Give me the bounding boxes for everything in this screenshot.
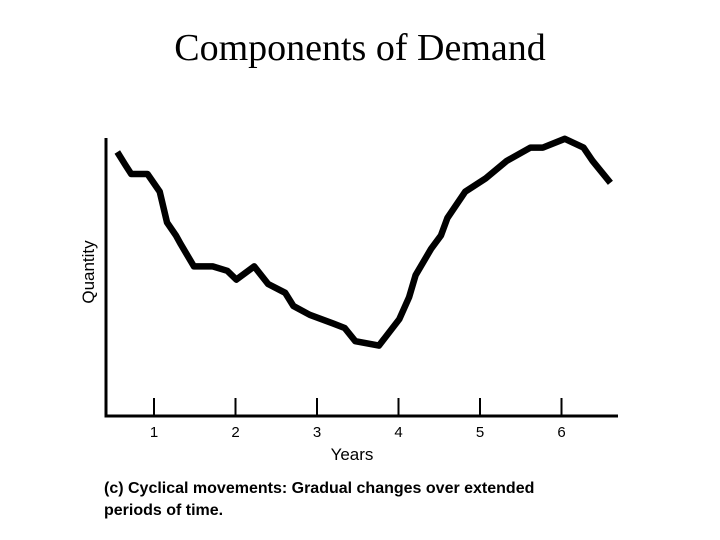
x-tick-label: 6 (557, 424, 565, 441)
x-tick-label: 5 (476, 424, 484, 441)
x-tick-label: 4 (394, 424, 402, 441)
y-axis-label: Quantity (79, 240, 98, 304)
chart-caption: (c) Cyclical movements: Gradual changes … (104, 480, 535, 519)
chart-axes (104, 138, 618, 418)
x-tick-label: 1 (150, 424, 158, 441)
x-tick-label: 3 (313, 424, 321, 441)
chart-series (114, 135, 613, 349)
x-axis-label: Years (331, 445, 374, 464)
chart-title: Components of Demand (174, 27, 546, 69)
x-tick-label: 2 (231, 424, 239, 441)
x-axis-ticks: 1 2 3 4 5 6 (150, 398, 566, 441)
series-line (114, 135, 613, 349)
